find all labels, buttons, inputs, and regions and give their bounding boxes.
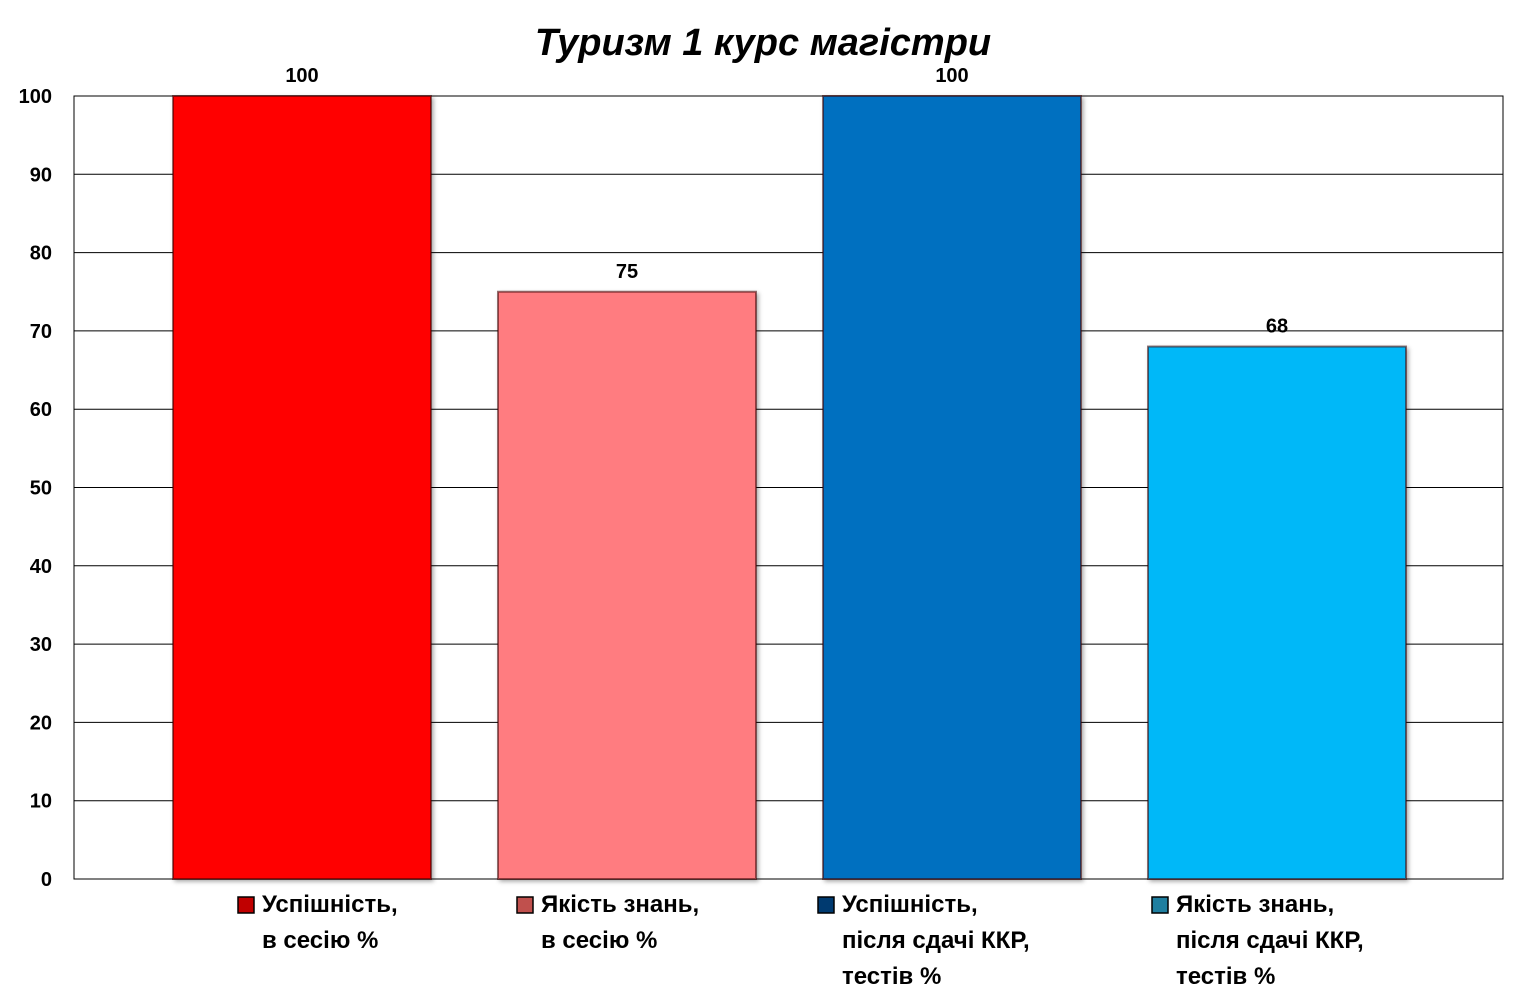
bar [822, 95, 1082, 880]
legend-swatch [237, 896, 255, 914]
y-tick-label: 30 [30, 634, 52, 656]
legend-swatch [817, 896, 835, 914]
legend-item: Якість знань, після сдачі ККР, тестів % [1151, 891, 1364, 990]
legend: Успішність, в сесію % Якість знань, в сесію… [237, 891, 1364, 990]
y-tick-label: 90 [30, 164, 52, 186]
y-axis-tick-labels: 0 10 20 30 40 50 60 70 80 90 100 [19, 86, 52, 891]
y-tick-label: 50 [30, 478, 52, 500]
legend-label: Успішність, [842, 891, 978, 918]
y-tick-label: 20 [30, 712, 52, 734]
legend-label: Успішність, [262, 891, 398, 918]
legend-swatch [516, 896, 534, 914]
bar [172, 95, 432, 880]
legend-label: після сдачі ККР, [1176, 927, 1364, 954]
data-label: 100 [285, 65, 318, 87]
legend-item: Успішність, після сдачі ККР, тестів % [817, 891, 1030, 990]
legend-label: тестів % [842, 963, 941, 990]
y-tick-label: 60 [30, 399, 52, 421]
data-labels: 100 75 100 68 [285, 65, 1288, 338]
y-tick-label: 100 [19, 86, 52, 108]
y-tick-label: 80 [30, 243, 52, 265]
legend-item: Успішність, в сесію % [237, 891, 398, 954]
y-tick-label: 10 [30, 791, 52, 813]
bar [1147, 345, 1407, 880]
data-label: 100 [935, 65, 968, 87]
legend-swatch [1151, 896, 1169, 914]
legend-label: після сдачі ККР, [842, 927, 1030, 954]
legend-label: Якість знань, [541, 891, 699, 918]
legend-label: тестів % [1176, 963, 1275, 990]
y-tick-label: 70 [30, 321, 52, 343]
bar [497, 290, 757, 880]
y-tick-label: 0 [41, 869, 52, 891]
bars [172, 95, 1407, 880]
y-tick-label: 40 [30, 556, 52, 578]
data-label: 68 [1266, 316, 1288, 338]
chart-title: Туризм 1 курс магістри [535, 22, 991, 64]
legend-item: Якість знань, в сесію % [516, 891, 699, 954]
legend-label: Якість знань, [1176, 891, 1334, 918]
data-label: 75 [616, 261, 638, 283]
legend-label: в сесію % [262, 927, 378, 954]
legend-label: в сесію % [541, 927, 657, 954]
